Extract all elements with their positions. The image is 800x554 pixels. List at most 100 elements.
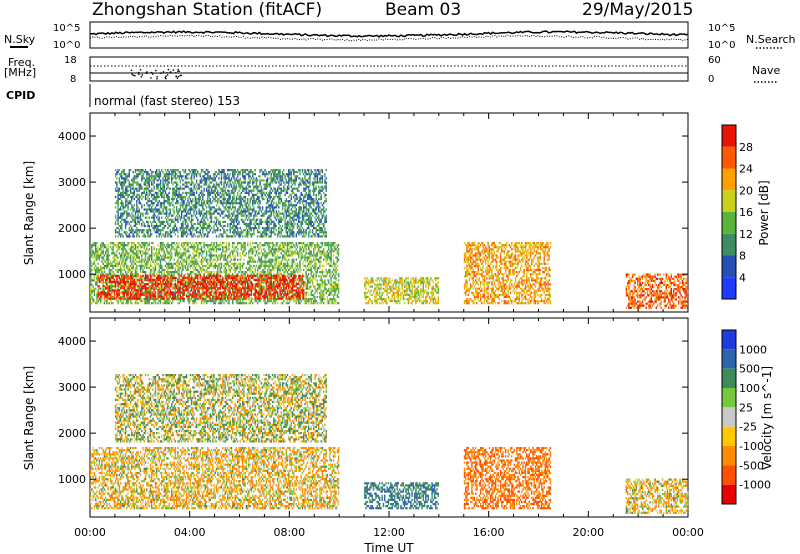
echo-cell	[209, 280, 211, 284]
echo-cell	[158, 291, 160, 294]
echo-cell	[101, 295, 103, 299]
echo-cell	[116, 276, 118, 279]
echo-cell	[144, 198, 147, 201]
echo-cell	[143, 271, 145, 274]
echo-cell	[326, 289, 329, 292]
echo-cell	[131, 280, 133, 284]
echo-cell	[109, 297, 112, 300]
echo-cell	[167, 297, 169, 300]
echo-cell	[243, 246, 245, 249]
echo-cell	[149, 274, 152, 277]
echo-cell	[228, 246, 230, 249]
echo-cell	[270, 250, 272, 253]
echo-cell	[248, 298, 250, 301]
echo-cell	[178, 289, 180, 292]
echo-cell	[96, 250, 98, 253]
echo-cell	[118, 179, 121, 182]
echo-cell	[279, 248, 281, 251]
echo-cell	[132, 171, 134, 174]
echo-cell	[330, 285, 332, 288]
echo-cell	[90, 283, 92, 286]
echo-cell	[243, 291, 245, 294]
echo-cell	[161, 293, 163, 296]
echo-cell	[232, 254, 234, 257]
echo-cell	[193, 246, 195, 249]
echo-cell	[315, 244, 317, 247]
echo-cell	[258, 252, 260, 255]
echo-cell	[205, 244, 208, 247]
echo-cell	[271, 295, 274, 299]
echo-cell	[225, 258, 228, 261]
echo-cell	[309, 262, 311, 265]
echo-cell	[128, 173, 130, 176]
echo-cell	[306, 281, 309, 284]
echo-cell	[208, 276, 210, 279]
echo-cell	[156, 256, 158, 259]
echo-cell	[143, 181, 145, 184]
echo-cell	[259, 300, 261, 303]
echo-cell	[291, 287, 294, 290]
echo-cell	[278, 264, 280, 267]
echo-cell	[117, 191, 119, 194]
echo-cell	[127, 271, 129, 274]
echo-cell	[139, 195, 142, 199]
echo-cell	[234, 256, 236, 259]
echo-cell	[222, 254, 224, 257]
echo-cell	[134, 248, 137, 251]
echo-cell	[128, 169, 130, 172]
echo-cell	[134, 283, 137, 286]
echo-cell	[252, 256, 254, 259]
echo-cell	[235, 297, 238, 300]
echo-cell	[311, 244, 314, 247]
echo-cell	[166, 250, 168, 253]
echo-cell	[209, 295, 211, 299]
echo-cell	[265, 285, 268, 288]
nsky-trace	[90, 30, 689, 38]
echo-cell	[103, 302, 106, 305]
echo-cell	[123, 220, 125, 223]
echo-cell	[177, 295, 179, 298]
echo-cell	[95, 271, 97, 274]
echo-cell	[280, 242, 282, 245]
echo-cell	[242, 252, 244, 255]
echo-cell	[184, 254, 187, 257]
echo-cell	[147, 222, 149, 226]
echo-cell	[197, 250, 199, 253]
echo-cell	[291, 280, 294, 284]
echo-cell	[143, 291, 145, 294]
echo-cell	[180, 252, 183, 255]
echo-cell	[293, 285, 295, 288]
echo-cell	[210, 285, 213, 288]
echo-cell	[122, 202, 124, 205]
echo-cell	[325, 271, 327, 274]
echo-cell	[162, 254, 164, 257]
echo-cell	[169, 271, 172, 274]
echo-cell	[112, 276, 114, 279]
echo-cell	[320, 256, 322, 259]
echo-cell	[131, 212, 133, 215]
echo-cell	[308, 262, 310, 265]
echo-cell	[227, 285, 229, 288]
echo-cell	[210, 298, 213, 301]
echo-cell	[228, 291, 230, 294]
echo-cell	[214, 258, 216, 261]
echo-cell	[331, 293, 334, 296]
echo-cell	[141, 246, 143, 249]
echo-cell	[319, 295, 321, 299]
echo-cell	[133, 256, 135, 259]
echo-cell	[225, 276, 228, 279]
echo-cell	[111, 302, 113, 305]
echo-cell	[286, 242, 289, 245]
echo-cell	[332, 246, 335, 249]
echo-cell	[174, 297, 177, 300]
echo-cell	[200, 246, 203, 249]
echo-cell	[285, 277, 287, 280]
echo-cell	[93, 260, 96, 263]
echo-cell	[228, 276, 230, 279]
echo-cell	[265, 295, 268, 299]
echo-cell	[148, 206, 150, 209]
echo-cell	[314, 295, 316, 299]
echo-cell	[259, 262, 261, 265]
echo-cell	[111, 276, 113, 279]
echo-cell	[321, 281, 324, 284]
